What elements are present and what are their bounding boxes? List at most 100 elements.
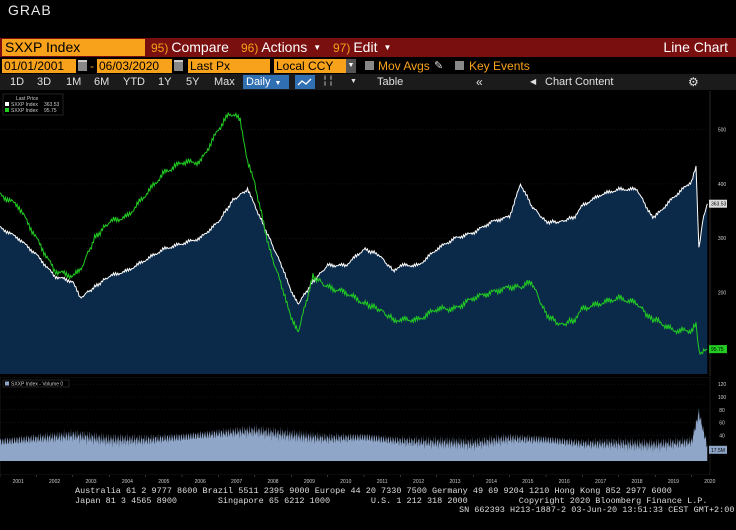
x-tick-label: 2018 [631,479,642,485]
volume-legend-swatch [5,381,9,386]
compare-label: Compare [171,39,229,55]
volume-area [0,408,708,461]
y-tick-label: 500 [718,128,727,134]
y-tick-label: 200 [718,291,727,297]
legend-swatch-sxxp [5,102,9,106]
range-1y[interactable]: 1Y [158,76,172,88]
y-tick-label: 300 [718,236,727,242]
legend-title: Last Price [16,96,38,102]
mov-avgs-label[interactable]: Mov Avgs [378,59,430,73]
table-button[interactable]: Table [377,76,404,88]
frequency-select[interactable]: Daily ▼ [243,75,289,89]
price-field-select[interactable]: Last Px [188,59,270,73]
y-tick-label: 400 [718,182,727,188]
range-5y[interactable]: 5Y [186,76,200,88]
start-date-field[interactable]: 01/01/2001 [2,59,76,73]
chevron-down-icon: ▼ [383,43,392,52]
x-tick-label: 2014 [486,479,497,485]
x-tick-label: 2009 [304,479,315,485]
window-title: GRAB [8,2,52,18]
volume-legend-box [2,379,70,388]
actions-label: Actions [261,39,308,55]
range-ytd[interactable]: YTD [123,76,145,88]
currency-select[interactable]: Local CCY [274,59,346,73]
x-tick-label: 2019 [668,479,679,485]
pencil-icon[interactable]: ✎ [434,60,444,72]
ticker-field[interactable]: SXXP Index [2,39,145,56]
key-events-checkbox[interactable] [455,61,464,70]
date-separator: - [90,59,94,73]
legend-box [2,93,64,116]
range-1d[interactable]: 1D [10,76,25,88]
compare-number: 95) [151,41,169,55]
range-1m[interactable]: 1M [66,76,82,88]
x-tick-label: 2007 [231,479,242,485]
chart-content-button[interactable]: Chart Content [545,76,614,88]
command-bar [0,38,736,57]
chevron-left-icon[interactable]: ◀ [530,77,537,86]
chevron-down-icon[interactable]: ▼ [346,59,356,73]
footer-contacts: Australia 61 2 9777 8600 Brazil 5511 239… [75,486,672,496]
actions-menu[interactable]: 96) Actions ▼ [241,38,321,57]
actions-number: 96) [241,41,259,55]
x-tick-label: 2017 [595,479,606,485]
x-tick-label: 2001 [13,479,24,485]
last-value-tag-sector [709,345,727,354]
legend-entry-sector: SXXP Index [11,108,38,114]
footer-copyright: Japan 81 3 4565 8900 Singapore 65 6212 1… [75,495,708,506]
key-events-label[interactable]: Key Events [469,59,530,73]
volume-last-tag [709,445,727,454]
legend-entry-sxxp: SXXP Index [11,102,38,108]
volume-last-value: 17.5M [711,448,725,454]
gear-icon[interactable]: ⚙ [688,75,699,89]
sxxp-area-fill [0,166,708,374]
bar-style-icon[interactable]: ╎╎ [322,76,335,87]
volume-y-tick-label: 40 [719,433,725,439]
comparison-price-line [0,111,708,356]
x-tick-label: 2020 [704,479,715,485]
y-axis: 100200300400500 [709,91,727,376]
last-value-text-sxxp: 363.53 [711,202,727,208]
volume-y-tick-label: 80 [719,408,725,414]
edit-label: Edit [353,39,378,55]
last-value-text-sector: 95.75 [711,347,724,353]
chart-type-label: Line Chart [663,39,728,55]
volume-chart[interactable]: 20406080100120 SXXP Index - Volume 0 17.… [0,377,736,475]
calendar-icon[interactable] [78,60,87,71]
range-3d[interactable]: 3D [37,76,52,88]
x-tick-label: 2011 [377,479,388,485]
x-tick-label: 2006 [195,479,206,485]
x-tick-label: 2002 [49,479,60,485]
range-6m[interactable]: 6M [94,76,110,88]
x-tick-label: 2012 [413,479,424,485]
price-chart[interactable]: 100200300400500 Last Price SXXP Index 36… [0,91,736,376]
collapse-icon[interactable]: « [476,75,483,89]
x-tick-label: 2016 [559,479,570,485]
end-date-field[interactable]: 06/03/2020 [97,59,172,73]
x-tick-label: 2005 [158,479,169,485]
x-tick-label: 2013 [449,479,460,485]
volume-y-axis: 20406080100120 [718,382,727,452]
x-tick-label: 2010 [340,479,351,485]
range-bar [0,74,736,90]
range-max[interactable]: Max [214,76,235,88]
x-tick-label: 2004 [122,479,133,485]
mov-avgs-checkbox[interactable] [365,61,374,70]
legend-swatch-sector [5,108,9,112]
line-style-icon[interactable] [295,75,315,89]
chevron-down-icon[interactable]: ▼ [350,78,357,85]
edit-number: 97) [333,41,351,55]
x-axis: 2001 2002 2003 2004 2005 2006 2007 2008 2009 2010… [0,475,716,485]
sxxp-price-line [0,165,708,305]
x-tick-label: 2003 [85,479,96,485]
volume-legend: SXXP Index - Volume 0 [11,382,63,388]
x-tick-label: 2008 [267,479,278,485]
footer: Australia 61 2 9777 8600 Brazil 5511 239… [0,486,736,530]
edit-menu[interactable]: 97) Edit ▼ [333,38,391,57]
x-tick-label: 2015 [522,479,533,485]
calendar-icon[interactable] [174,60,183,71]
compare-menu[interactable]: 95) Compare [151,38,229,57]
legend: Last Price SXXP Index 363.53 SXXP Index … [2,93,64,116]
last-value-tags: 363.53 95.75 [709,199,727,354]
legend-value-sector: 95.75 [44,108,57,114]
